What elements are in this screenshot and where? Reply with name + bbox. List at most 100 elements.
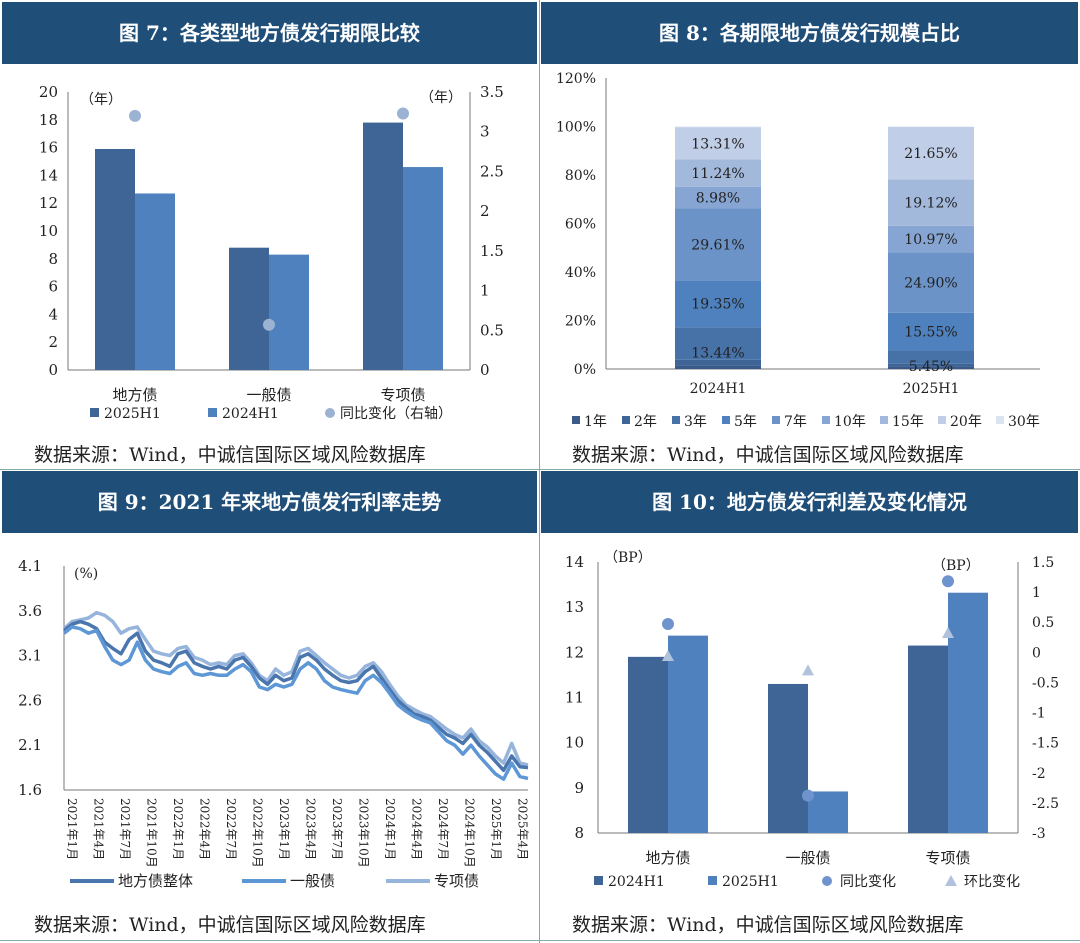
c10-legend-label: 2025H1 <box>722 874 779 890</box>
c9-xtick: 2022年7月 <box>224 798 238 860</box>
c8-ytick: 80% <box>565 168 596 184</box>
c7-bar-2024H1 <box>269 254 309 370</box>
c8-segment-3年 <box>888 350 974 364</box>
c10-bar-2025H1 <box>808 791 848 833</box>
c7-dot-yoy <box>263 318 275 331</box>
c9-xtick: 2023年4月 <box>304 798 318 860</box>
c8-segment-15年 <box>675 159 761 187</box>
c10-y2tick: 0.5 <box>1032 615 1054 631</box>
c8-data-label: 5.45% <box>909 359 953 375</box>
c8-segment-7年 <box>888 252 974 313</box>
c8-segment-15年 <box>888 179 974 226</box>
c8-legend-swatch <box>672 416 680 424</box>
c9-ytick: 3.1 <box>18 647 42 665</box>
chart10-title: 图 10：地方债发行利差及变化情况 <box>541 471 1078 533</box>
c10-y2tick: -1 <box>1032 706 1046 722</box>
c7-ytick: 18 <box>39 111 58 129</box>
c9-xtick: 2022年10月 <box>251 798 265 868</box>
chart9-source: 数据来源：Wind，中诚信国际区域风险数据库 <box>34 914 426 936</box>
c8-xtick: 2024H1 <box>690 381 747 397</box>
chart8-svg: 0% 20% 40% 60% 80% 100% 120% 2024H1 2025H1 13.44%… <box>556 71 1040 430</box>
chart9-title: 图 9：2021 年来地方债发行利率走势 <box>2 471 537 533</box>
c10-dot-yoy <box>802 789 814 802</box>
c9-ytick: 3.6 <box>18 602 42 620</box>
c7-y2tick: 3 <box>480 123 490 141</box>
c10-ytick: 9 <box>574 779 584 797</box>
c7-legend-label: 同比变化（右轴） <box>340 406 452 422</box>
c8-legend-label: 15年 <box>892 414 924 430</box>
c7-legend-swatch <box>208 408 217 417</box>
c7-dot-yoy <box>397 107 409 120</box>
c8-legend-swatch <box>572 416 580 424</box>
c10-dot-yoy <box>942 575 954 588</box>
c7-legend-swatch <box>325 408 335 418</box>
c9-ytick: 4.1 <box>18 557 42 575</box>
c8-legend-swatch <box>722 416 730 424</box>
c8-segment-1年 <box>675 365 761 369</box>
c10-ytick: 13 <box>565 598 584 616</box>
c8-segment-5年 <box>675 280 761 328</box>
c9-xtick: 2025年4月 <box>516 798 530 860</box>
center-divider <box>539 0 540 943</box>
c7-y2tick: 1.5 <box>480 242 504 260</box>
c10-legend-label: 2024H1 <box>608 874 665 890</box>
c10-legend-label: 同比变化 <box>840 874 896 890</box>
c10-legend-swatch <box>708 876 717 885</box>
c8-legend-swatch <box>880 416 888 424</box>
c8-data-label: 13.44% <box>691 346 744 362</box>
c7-bar-2024H1 <box>135 193 175 370</box>
c10-dot-yoy <box>662 618 674 631</box>
c7-y2tick: 1 <box>480 282 490 300</box>
c10-ytick: 14 <box>565 553 584 571</box>
c7-left-unit: （年） <box>80 92 122 108</box>
c8-legend-label: 30年 <box>1008 414 1040 430</box>
bottom-divider <box>0 940 1080 941</box>
c8-legend-swatch <box>622 416 630 424</box>
c10-legend-label: 环比变化 <box>964 874 1020 890</box>
c8-data-label: 24.90% <box>904 276 957 292</box>
c8-segment-2年 <box>675 359 761 366</box>
c10-bar-2024H1 <box>628 656 668 833</box>
c7-ytick: 16 <box>39 139 58 157</box>
c8-segment-3年 <box>675 327 761 360</box>
c8-data-label: 29.61% <box>691 237 744 253</box>
c8-legend-swatch <box>822 416 830 424</box>
c7-ytick: 20 <box>39 83 58 101</box>
chart10-source: 数据来源：Wind，中诚信国际区域风险数据库 <box>572 914 964 936</box>
c9-ytick: 2.6 <box>18 691 42 709</box>
c10-y2tick: -1.5 <box>1032 736 1059 752</box>
c8-segment-2年 <box>888 363 974 367</box>
c8-segment-20年 <box>675 127 761 160</box>
c8-ytick: 0% <box>574 362 596 378</box>
c7-ytick: 4 <box>48 305 58 323</box>
c8-legend-label: 1年 <box>584 414 607 430</box>
c8-ytick: 120% <box>556 71 596 87</box>
c10-xtick: 专项债 <box>925 849 970 867</box>
c7-legend-swatch <box>90 408 99 417</box>
c7-dot-yoy <box>129 109 141 122</box>
c10-y2tick: -2 <box>1032 766 1046 782</box>
c7-ytick: 8 <box>48 250 58 268</box>
chart9-svg: 1.6 2.1 2.6 3.1 3.6 4.1 (%) 2021年1月 2021年4月 2021年… <box>18 557 530 890</box>
c9-unit: (%) <box>74 566 98 582</box>
c9-line-专项债 <box>62 610 529 767</box>
c8-ytick: 20% <box>565 314 596 330</box>
c10-y2tick: 0 <box>1032 645 1041 661</box>
chart7-svg: 0 2 4 6 8 10 12 14 16 18 20 0 0.5 1 1.5 2 2.5 3 3.5 （年） （年） 地… <box>39 83 504 422</box>
chart7-title: 图 7：各类型地方债发行期限比较 <box>2 2 537 64</box>
c8-legend-swatch <box>938 416 946 424</box>
c7-xtick: 一般债 <box>246 386 291 404</box>
c9-xtick: 2023年10月 <box>357 798 371 868</box>
c9-legend-label: 地方债整体 <box>118 872 193 890</box>
c7-ytick: 10 <box>39 222 58 240</box>
c9-xtick: 2024年10月 <box>463 798 477 868</box>
c9-xtick: 2023年1月 <box>277 798 291 860</box>
c10-legend-swatch <box>822 876 832 886</box>
c9-xtick: 2024年4月 <box>410 798 424 860</box>
c8-data-label: 21.65% <box>904 146 957 162</box>
c7-ytick: 6 <box>48 278 58 296</box>
c8-data-label: 19.35% <box>691 297 744 313</box>
c8-xtick: 2025H1 <box>903 381 960 397</box>
c10-y2tick: -2.5 <box>1032 796 1059 812</box>
c8-segment-5年 <box>888 312 974 351</box>
